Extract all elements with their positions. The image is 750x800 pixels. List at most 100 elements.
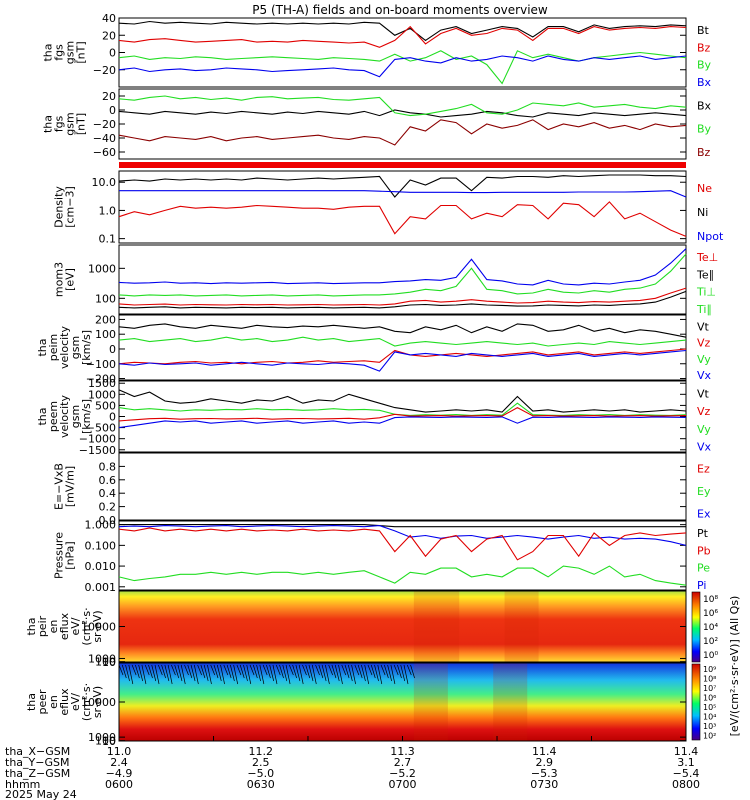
ytick-label: −20 xyxy=(93,118,116,131)
panel-frame xyxy=(118,244,687,315)
series-line-pb xyxy=(118,527,687,561)
xtick-y-gsm: 2.7 xyxy=(394,756,412,769)
colorbar-tick-label: 10⁰ xyxy=(703,651,718,661)
series-line-vz xyxy=(118,348,687,365)
spectrogram-band xyxy=(413,591,460,662)
colorbar-tick-label: 10⁴ xyxy=(703,623,718,633)
ylabel-line: [km/s] xyxy=(80,399,93,434)
spectrogram-noise-mark xyxy=(393,664,399,676)
spectrogram-noise-mark xyxy=(171,664,176,676)
spectrogram-noise-mark xyxy=(161,664,166,679)
spectrogram-noise-mark xyxy=(279,664,284,679)
spectrogram-noise-mark xyxy=(272,664,278,685)
spectrogram-noise-mark xyxy=(302,664,307,676)
legend-entry: By xyxy=(697,59,712,72)
spectrogram-noise-mark xyxy=(331,664,337,679)
xtick-x-gsm: 11.4 xyxy=(674,745,699,758)
ylabel-line: Pressure xyxy=(53,532,66,579)
spectrogram-noise-mark xyxy=(289,664,294,676)
ytick-label: −200 xyxy=(86,373,116,386)
legend-entry: Ex xyxy=(697,507,711,520)
spectrogram-noise-mark xyxy=(357,664,363,679)
xtick-y-gsm: 2.4 xyxy=(110,756,128,769)
spectrogram-noise-mark xyxy=(361,664,366,682)
spectrogram-noise-mark xyxy=(351,664,356,685)
spectrogram-noise-mark xyxy=(400,664,406,682)
series-line-bz xyxy=(118,25,687,48)
spectrogram-noise-mark xyxy=(236,664,242,676)
spectrogram-noise-mark xyxy=(367,664,373,676)
spectrogram-noise-mark xyxy=(164,664,170,682)
ylabel-line: tha xyxy=(36,407,49,425)
ytick-label: 500 xyxy=(95,399,116,412)
spectrogram-noise-mark xyxy=(308,664,314,682)
spectrogram-noise-mark xyxy=(321,664,327,682)
spectrogram-noise-mark xyxy=(406,664,412,676)
ylabel-line: eV/ xyxy=(69,693,82,711)
xtick-z-gsm: −5.4 xyxy=(673,767,700,780)
spectrogram-noise-mark xyxy=(403,664,409,685)
spectrogram-noise-mark xyxy=(157,664,163,676)
colorbar-tick-label: 10² xyxy=(703,637,718,647)
series-line-vt xyxy=(118,323,687,338)
series-line-vy xyxy=(118,402,687,416)
spectrogram-noise-mark xyxy=(328,664,333,676)
legend-entry: Bz xyxy=(697,41,711,54)
ytick-label: 1000 xyxy=(88,731,116,744)
spectrogram-noise-mark xyxy=(197,664,202,676)
legend-entry: Vt xyxy=(697,387,710,400)
ylabel-line: peim xyxy=(47,334,60,362)
spectrogram-noise-mark xyxy=(187,664,193,679)
ytick-label: 0.010 xyxy=(85,560,117,573)
series-line-pt xyxy=(119,524,686,528)
panel-frame xyxy=(118,520,687,591)
panel-4: 1000 100 mom3[eV] Te⊥ Te∥ Ti⊥ Ti∥ xyxy=(53,244,718,316)
spectrogram-noise-mark xyxy=(325,664,330,685)
spectrogram-noise-mark xyxy=(354,664,360,676)
data-coverage-bar xyxy=(119,162,686,168)
spectrogram-noise-mark xyxy=(213,664,219,679)
colorbar-tick-label: 10⁶ xyxy=(703,609,718,619)
series-line-by xyxy=(118,95,687,117)
colorbar-tick-label: 10² xyxy=(703,732,716,741)
xaxis-row-label: tha_Z−GSM xyxy=(5,767,70,780)
spectrogram-noise-mark xyxy=(266,664,271,679)
ytick-label: 10 xyxy=(102,735,116,748)
xtick-y-gsm: 3.1 xyxy=(677,756,695,769)
colorbar-tick-label: 10⁶ xyxy=(703,694,716,703)
spectrogram-noise-mark xyxy=(216,664,222,682)
spectrogram-noise-mark xyxy=(131,664,137,676)
ytick-label: 20 xyxy=(102,29,116,42)
panel-frame xyxy=(118,452,687,521)
legend-entry: Vt xyxy=(697,320,710,333)
series-line-vz xyxy=(118,406,687,422)
ylabel-line: [nT] xyxy=(75,41,88,63)
legend-entry: Ne xyxy=(697,182,712,195)
panel-frame xyxy=(118,88,687,160)
colorbar-tick-label: 10⁴ xyxy=(703,713,716,722)
spectrogram-noise-mark xyxy=(121,664,127,679)
spectrogram-noise-mark xyxy=(341,664,347,676)
ylabel-line: peir xyxy=(36,615,49,637)
ytick-label: 0 xyxy=(109,411,116,424)
spectrogram-noise-mark xyxy=(148,664,153,679)
colorbar-tick-label: 10³ xyxy=(703,722,716,731)
ylabel-line: tha xyxy=(42,115,55,133)
ylabel-line: mom3 xyxy=(53,262,66,297)
legend-entry: Vx xyxy=(697,441,712,454)
spectrogram-noise-mark xyxy=(298,664,304,685)
xtick-z-gsm: −5.0 xyxy=(247,767,274,780)
ytick-label: 200 xyxy=(95,313,116,326)
spectrogram-noise-mark xyxy=(285,664,291,685)
spectrogram-noise-mark xyxy=(282,664,288,682)
spectrogram-noise-mark xyxy=(246,664,252,685)
series-line-vt xyxy=(118,389,687,413)
legend-entry: Vz xyxy=(697,337,711,350)
ylabel-line: E=−VxB xyxy=(53,463,66,510)
spectrogram-noise-mark xyxy=(180,664,186,685)
spectrogram-noise-mark xyxy=(397,664,402,679)
ylabel-line: sr·eV) xyxy=(91,610,104,642)
